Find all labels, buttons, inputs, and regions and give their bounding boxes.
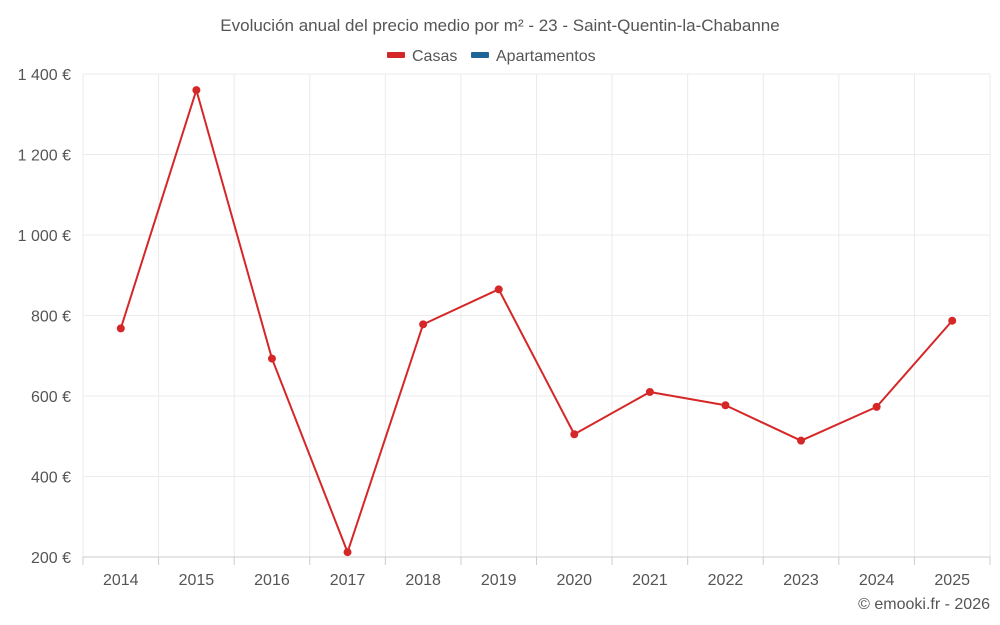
axes: 200 € 400 € 600 € 800 € 1 000 € 1 200 € 1 400 …: [18, 67, 991, 589]
grid: [82, 73, 991, 557]
legend: Casas Apartamentos: [387, 48, 596, 65]
legend-label-apartamentos: Apartamentos: [496, 48, 596, 65]
x-tick-label: 2015: [179, 572, 215, 589]
chart-title: Evolución anual del precio medio por m² …: [220, 16, 779, 35]
y-tick-label: 600 €: [31, 389, 71, 406]
data-point-casas-2021[interactable]: [645, 387, 654, 396]
y-tick-label: 1 400 €: [18, 67, 71, 84]
x-tick-label: 2021: [632, 572, 668, 589]
data-point-casas-2016[interactable]: [267, 354, 276, 363]
x-tick-label: 2014: [103, 572, 139, 589]
data-point-casas-2018[interactable]: [419, 320, 428, 329]
x-tick-label: 2020: [556, 572, 592, 589]
y-tick-label: 1 000 €: [18, 228, 71, 245]
legend-item-apartamentos[interactable]: Apartamentos: [471, 48, 596, 65]
data-point-casas-2014[interactable]: [116, 324, 125, 333]
data-point-casas-2017[interactable]: [343, 548, 352, 557]
x-tick-label: 2022: [708, 572, 744, 589]
legend-swatch-apartamentos: [471, 52, 489, 58]
legend-swatch-casas: [387, 52, 405, 58]
y-tick-label: 1 200 €: [18, 148, 71, 165]
data-point-casas-2023[interactable]: [797, 436, 806, 445]
legend-item-casas[interactable]: Casas: [387, 48, 457, 65]
y-tick-label: 800 €: [31, 309, 71, 326]
series-layer: [116, 86, 957, 557]
data-point-casas-2024[interactable]: [872, 402, 881, 411]
y-tick-label: 200 €: [31, 550, 71, 567]
data-point-casas-2025[interactable]: [948, 316, 957, 325]
data-point-casas-2020[interactable]: [570, 430, 579, 439]
data-point-casas-2019[interactable]: [494, 285, 503, 294]
x-tick-label: 2018: [405, 572, 441, 589]
x-tick-label: 2023: [783, 572, 819, 589]
x-tick-label: 2016: [254, 572, 290, 589]
data-point-casas-2015[interactable]: [192, 86, 201, 95]
credit-text: © emooki.fr - 2026: [858, 596, 990, 613]
x-tick-label: 2019: [481, 572, 517, 589]
data-point-casas-2022[interactable]: [721, 401, 730, 410]
x-tick-label: 2025: [934, 572, 970, 589]
legend-label-casas: Casas: [412, 48, 457, 65]
x-tick-label: 2017: [330, 572, 366, 589]
series-line-casas: [119, 89, 954, 554]
x-tick-label: 2024: [859, 572, 895, 589]
y-tick-label: 400 €: [31, 470, 71, 487]
